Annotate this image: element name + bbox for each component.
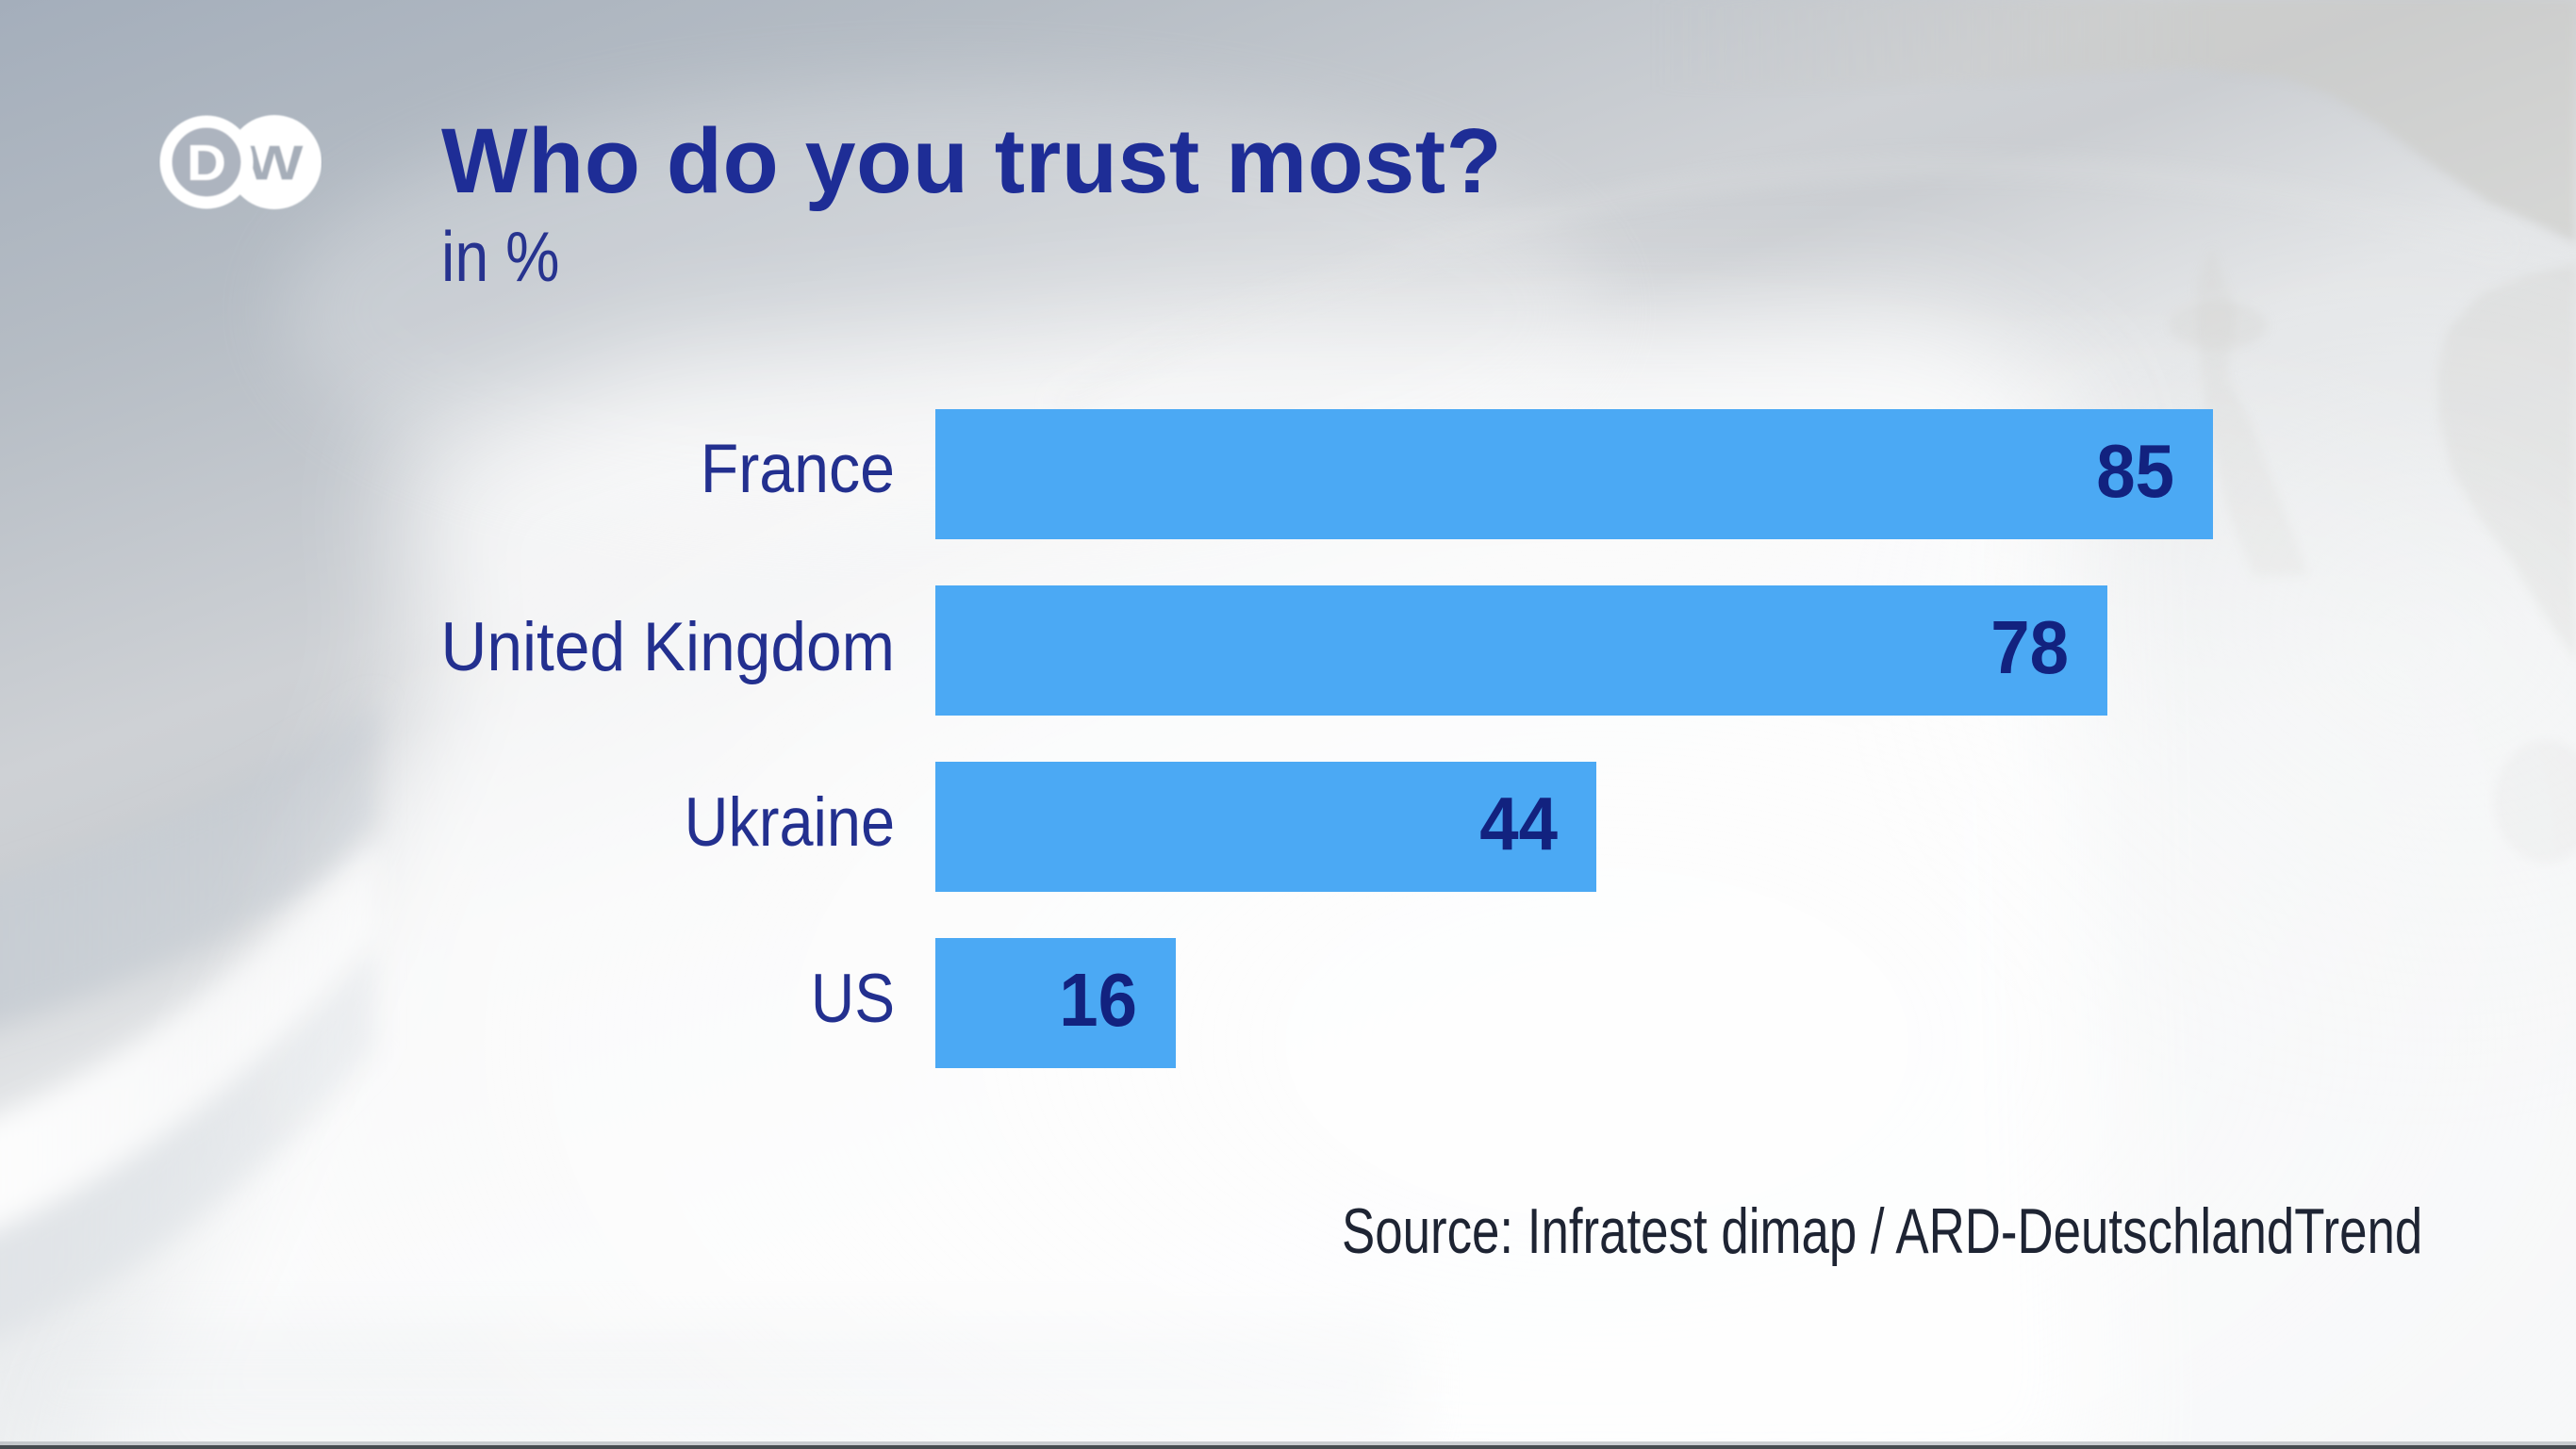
svg-text:W: W [246,137,305,191]
svg-text:D: D [187,135,226,191]
